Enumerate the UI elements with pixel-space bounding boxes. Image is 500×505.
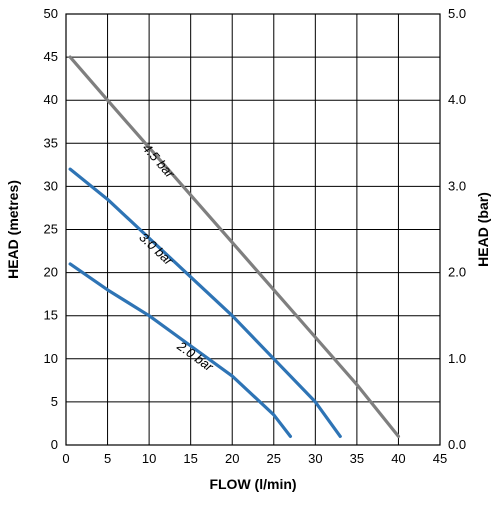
x-tick-label: 35: [350, 451, 364, 466]
x-tick-label: 10: [142, 451, 156, 466]
y-left-tick-label: 20: [44, 265, 58, 280]
pump-curve-chart: 0 5 10 15 20 25 30 35 40 45 0 5 10 15 20 25 30 35 40 45 50 0.…: [0, 0, 500, 505]
x-tick-label: 25: [267, 451, 281, 466]
y-left-tick-label: 10: [44, 351, 58, 366]
x-tick-label: 0: [62, 451, 69, 466]
y-left-tick-label: 30: [44, 178, 58, 193]
x-tick-label: 20: [225, 451, 239, 466]
y-left-tick-label: 5: [51, 394, 58, 409]
y-right-tick-label: 1.0: [448, 351, 466, 366]
chart-svg: 0 5 10 15 20 25 30 35 40 45 0 5 10 15 20 25 30 35 40 45 50 0.…: [0, 0, 500, 505]
x-tick-label: 45: [433, 451, 447, 466]
y-left-tick-label: 45: [44, 49, 58, 64]
y-left-tick-label: 50: [44, 6, 58, 21]
x-axis-label: FLOW (l/min): [209, 476, 296, 492]
x-tick-label: 5: [104, 451, 111, 466]
y-right-tick-label: 2.0: [448, 265, 466, 280]
y-right-tick-label: 3.0: [448, 178, 466, 193]
y-left-tick-label: 25: [44, 222, 58, 237]
y-left-axis-label: HEAD (metres): [5, 180, 21, 279]
y-left-tick-label: 0: [51, 437, 58, 452]
y-left-tick-label: 40: [44, 92, 58, 107]
y-left-tick-label: 35: [44, 135, 58, 150]
x-tick-label: 30: [308, 451, 322, 466]
y-left-tick-label: 15: [44, 308, 58, 323]
y-right-axis-label: HEAD (bar): [475, 192, 491, 267]
y-right-tick-label: 4.0: [448, 92, 466, 107]
x-tick-label: 15: [183, 451, 197, 466]
y-right-tick-label: 5.0: [448, 6, 466, 21]
x-tick-label: 40: [391, 451, 405, 466]
y-right-tick-label: 0.0: [448, 437, 466, 452]
